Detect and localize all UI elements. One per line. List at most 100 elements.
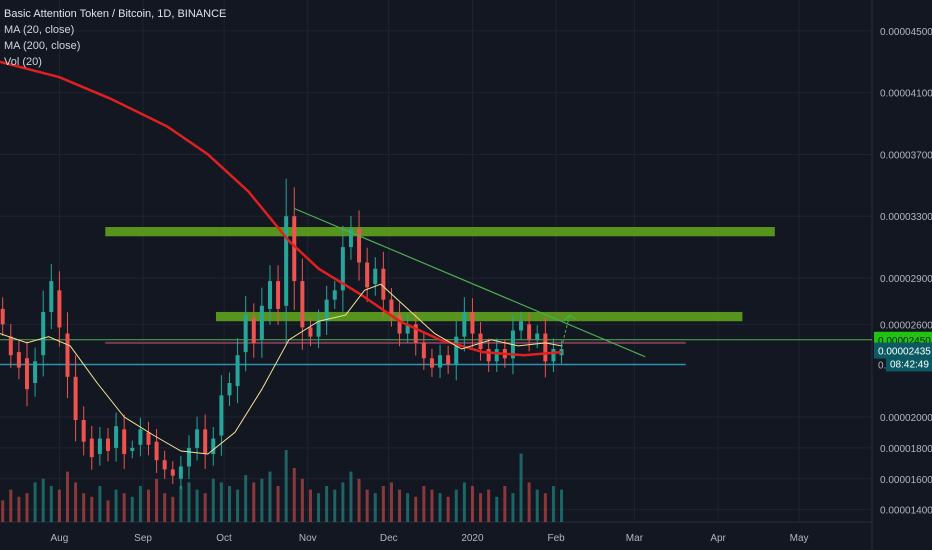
- volume-bar: [511, 493, 515, 522]
- volume-bar: [543, 493, 547, 522]
- x-tick-label: Mar: [626, 533, 644, 544]
- volume-bar: [106, 500, 110, 522]
- y-tick-label: 0.00001400: [880, 506, 932, 517]
- volume-bar: [349, 471, 353, 522]
- candle-body: [235, 355, 240, 387]
- volume-bar: [560, 489, 564, 522]
- volume-bar: [122, 493, 126, 522]
- candle-body: [97, 438, 102, 455]
- chart-legend: Basic Attention Token / Bitcoin, 1D, BIN…: [4, 6, 226, 70]
- last-price-label-bg: [874, 342, 932, 359]
- resistance-zone: [215, 311, 743, 322]
- volume-bar: [74, 482, 78, 522]
- volume-bar: [41, 478, 45, 522]
- volume-bar: [438, 493, 442, 522]
- candle-body: [24, 358, 29, 390]
- candle-body: [195, 429, 200, 448]
- volume-bar: [430, 489, 434, 522]
- volume-bar: [1, 500, 5, 522]
- candle-body: [397, 315, 402, 334]
- volume-bar: [527, 482, 531, 522]
- volume-bar: [454, 489, 458, 522]
- projection-arrow-head: [563, 314, 576, 322]
- volume-bar: [308, 489, 312, 522]
- y-tick-label: 0.00001600: [880, 475, 932, 486]
- volume-bar: [252, 482, 256, 522]
- volume-bar: [236, 489, 240, 522]
- volume-bar: [373, 493, 377, 522]
- candle-body: [105, 438, 110, 451]
- candle-body: [413, 324, 418, 343]
- volume-bar: [9, 489, 13, 522]
- candle-body: [429, 358, 434, 368]
- candle-body: [365, 262, 370, 288]
- volume-bar: [503, 486, 507, 522]
- volume-bar: [276, 486, 280, 522]
- volume-bar: [17, 496, 21, 522]
- candle-body: [49, 281, 54, 312]
- candle-body: [154, 441, 159, 461]
- candle-body: [16, 352, 21, 368]
- candle-body: [438, 355, 443, 368]
- candle-body: [243, 315, 248, 353]
- volume-bar: [333, 489, 337, 522]
- candle-body: [178, 466, 183, 479]
- descending-trendline: [294, 207, 646, 358]
- projection-arrow-line: [561, 314, 571, 348]
- candle-body: [446, 355, 451, 365]
- candle-body: [57, 290, 62, 328]
- volume-bar: [292, 468, 296, 522]
- y-tick-label: 0.00002000: [880, 413, 932, 424]
- candle-body: [551, 349, 556, 362]
- volume-bar: [211, 478, 215, 522]
- candle-body: [65, 333, 70, 377]
- candle-body: [300, 281, 305, 328]
- candle-body: [33, 361, 38, 384]
- candle-body: [470, 311, 475, 334]
- candle-body: [130, 447, 135, 451]
- volume-bar: [65, 471, 69, 522]
- x-tick-label: Sep: [134, 533, 152, 544]
- volume-bar: [171, 496, 175, 522]
- ma20-legend: MA (20, close): [4, 24, 75, 36]
- candle-body: [227, 383, 232, 396]
- resistance-zone: [105, 227, 775, 237]
- volume-bar: [479, 493, 483, 522]
- ma200-line: [0, 60, 562, 357]
- candle-body: [267, 281, 272, 309]
- volume-bar: [155, 478, 159, 522]
- volume-bar: [519, 453, 523, 522]
- vol-legend: Vol (20): [4, 56, 42, 68]
- candle-body: [138, 429, 143, 445]
- chart-title: Basic Attention Token / Bitcoin, 1D, BIN…: [4, 8, 227, 20]
- volume-bar: [90, 496, 94, 522]
- volume-bar: [219, 482, 223, 522]
- x-tick-label: Aug: [50, 533, 68, 544]
- candle-body: [0, 308, 5, 325]
- volume-bar: [414, 496, 418, 522]
- candle-body: [316, 321, 321, 337]
- candle-body: [162, 460, 167, 470]
- candle-body: [389, 299, 394, 316]
- candle-body: [348, 228, 353, 248]
- ma200-legend: MA (200, close): [4, 40, 81, 52]
- candle-body: [8, 336, 13, 356]
- price-line-label: 0.00002450: [878, 336, 931, 347]
- volume-bar: [130, 496, 134, 522]
- volume-bar: [325, 486, 329, 522]
- candle-body: [381, 268, 386, 300]
- volume-bar: [163, 493, 167, 522]
- candle-body: [559, 349, 564, 356]
- y-tick-label: 0.00001800: [880, 444, 932, 455]
- candle-body: [251, 318, 256, 343]
- candle-body: [219, 395, 224, 436]
- volume-bar: [317, 493, 321, 522]
- candle-body: [405, 324, 410, 334]
- volume-bar: [300, 478, 304, 522]
- ma20-line: [0, 283, 562, 455]
- candle-body: [454, 336, 459, 365]
- candle-body: [89, 438, 94, 458]
